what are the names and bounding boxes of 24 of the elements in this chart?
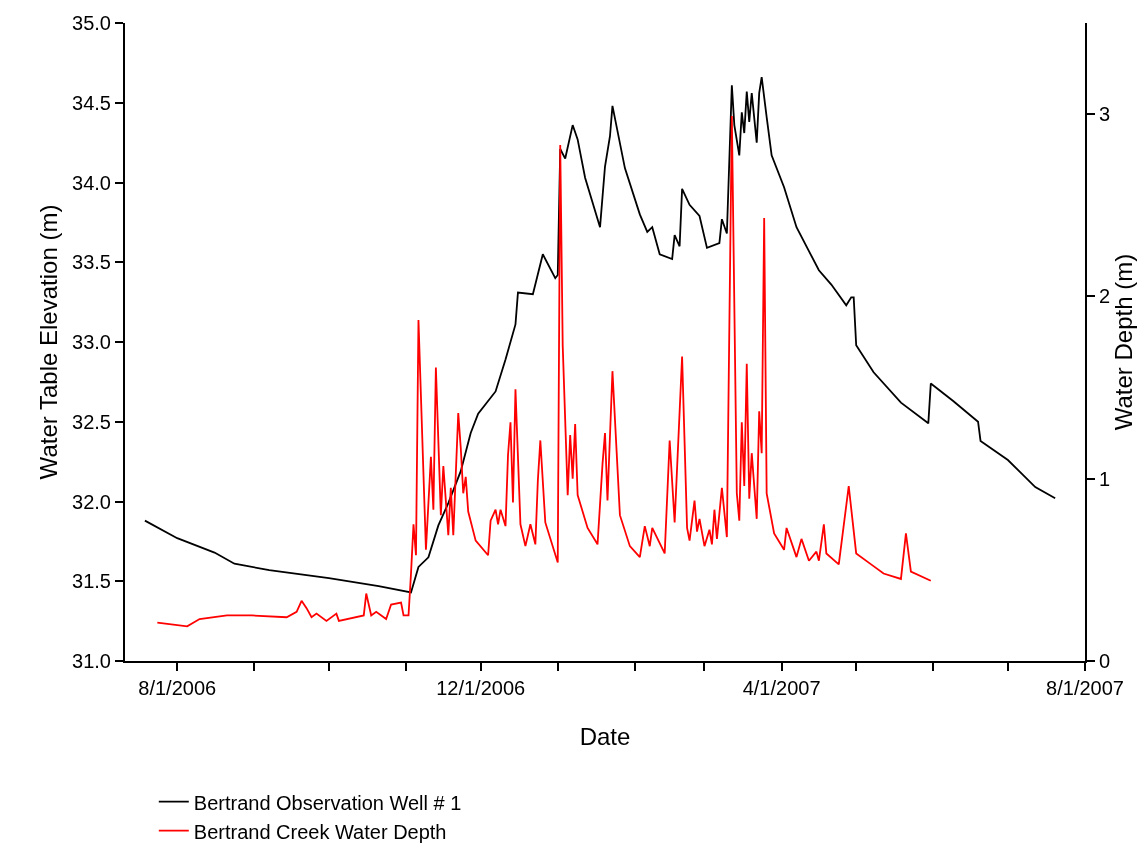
x-tick-label: 12/1/2006 — [436, 677, 526, 699]
y2-tick-label: 1 — [1099, 467, 1111, 490]
y-tick-label: 34.0 — [72, 171, 111, 194]
y-tick-label: 31.5 — [72, 570, 111, 593]
y-tick-label: 35.0 — [72, 12, 111, 34]
legend-label: Bertrand Creek Water Depth — [193, 820, 447, 843]
y2-tick-label: 2 — [1099, 285, 1111, 308]
y-tick-label: 33.0 — [72, 331, 111, 353]
x-tick-label: 8/1/2007 — [1046, 677, 1124, 699]
y-tick-label: 34.5 — [72, 91, 111, 114]
y-tick-label: 32.5 — [72, 410, 111, 433]
line-series — [156, 115, 932, 628]
y-tick-label: 31.0 — [72, 650, 111, 672]
legend-label: Bertrand Observation Well # 1 — [193, 791, 462, 814]
y2-tick-label: 0 — [1099, 650, 1111, 672]
x-axis-title: Date — [579, 722, 631, 750]
line-series — [144, 76, 1057, 594]
y-tick-label: 32.0 — [72, 490, 111, 513]
y-axis-title: Water Table Elevation (m) — [34, 204, 62, 480]
y2-tick-label: 3 — [1099, 103, 1111, 126]
y-tick-label: 33.5 — [72, 251, 111, 274]
y2-axis-title: Water Depth (m) — [1110, 253, 1138, 431]
x-tick-label: 8/1/2006 — [138, 677, 217, 699]
x-tick-label: 4/1/2007 — [742, 677, 821, 699]
